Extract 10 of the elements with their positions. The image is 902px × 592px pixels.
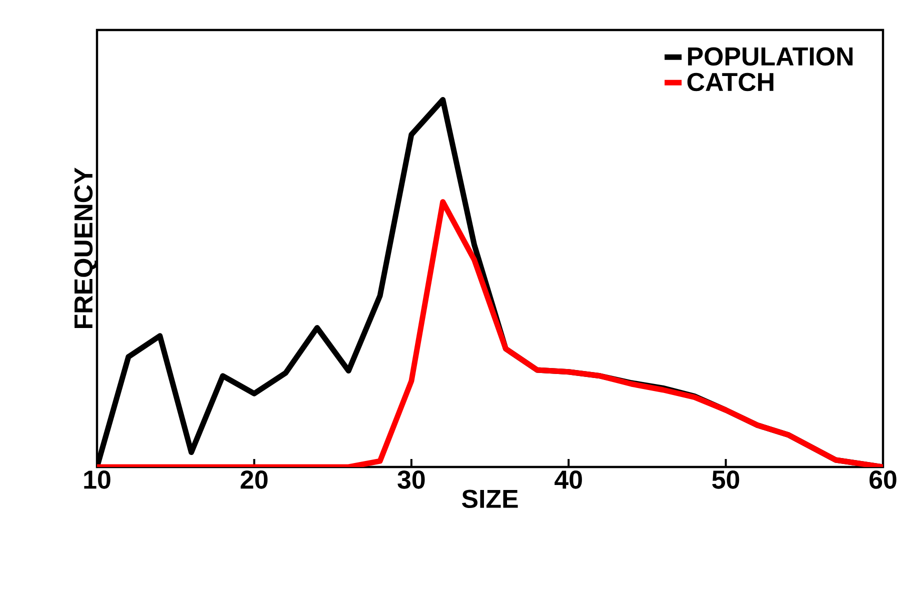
x-tick-label: 60 xyxy=(870,470,896,489)
x-tick-label: 10 xyxy=(84,470,110,489)
x-tick-label: 50 xyxy=(712,470,740,489)
legend-label: CATCH xyxy=(687,72,774,92)
x-axis-title: SIZE xyxy=(462,490,518,508)
y-axis-title: FREQUENCY xyxy=(74,168,98,328)
x-tick-label: 40 xyxy=(554,470,582,489)
x-tick-label: 20 xyxy=(240,470,268,489)
legend-label: POPULATION xyxy=(688,47,853,66)
x-tick-label: 30 xyxy=(398,470,425,489)
